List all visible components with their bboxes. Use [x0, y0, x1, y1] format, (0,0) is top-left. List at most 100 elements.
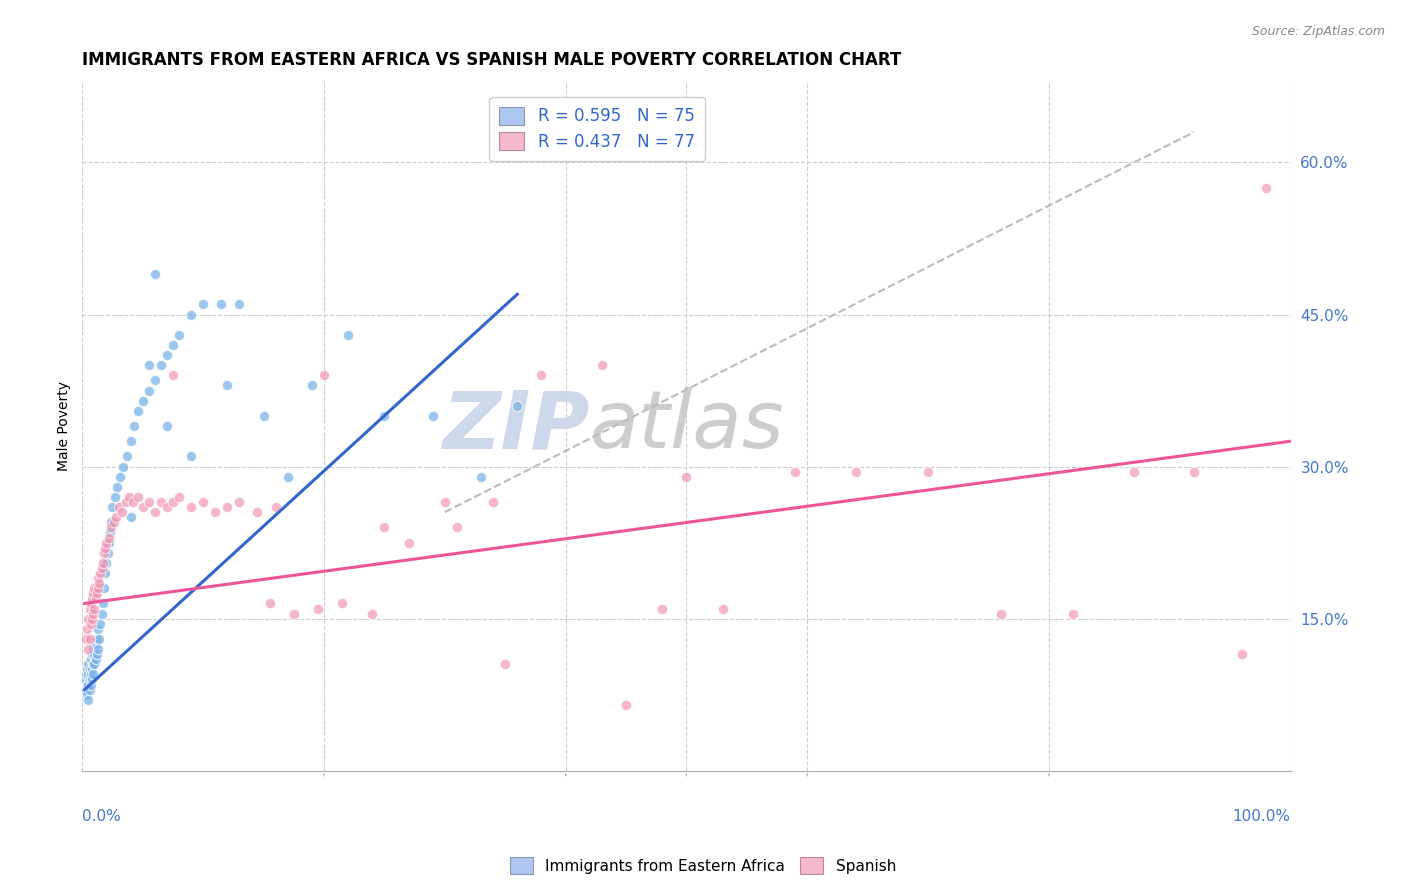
Point [398, 535, 420, 549]
Point [80, 662, 103, 676]
Point [76, 677, 98, 691]
Point [97, 535, 120, 549]
Point [82, 642, 104, 657]
Point [86, 586, 108, 600]
Point [77, 677, 100, 691]
Point [89, 576, 111, 591]
Point [94, 566, 117, 580]
Y-axis label: Male Poverty: Male Poverty [58, 381, 72, 471]
Point [90, 607, 112, 621]
Point [433, 495, 456, 509]
Point [91, 556, 114, 570]
Point [120, 510, 142, 524]
Point [470, 469, 492, 483]
Point [83, 647, 105, 661]
Point [138, 384, 160, 398]
Point [115, 450, 138, 464]
Point [118, 490, 141, 504]
Point [446, 520, 468, 534]
Point [89, 566, 111, 580]
Point [87, 642, 110, 657]
Point [86, 647, 108, 661]
Point [77, 657, 100, 672]
Point [143, 267, 166, 281]
Point [917, 465, 939, 479]
Point [143, 505, 166, 519]
Point [138, 358, 160, 372]
Point [97, 546, 120, 560]
Point [93, 581, 115, 595]
Point [180, 450, 202, 464]
Point [143, 373, 166, 387]
Point [156, 419, 179, 434]
Point [87, 622, 110, 636]
Point [591, 358, 613, 372]
Point [162, 338, 184, 352]
Point [1256, 181, 1278, 195]
Point [131, 500, 153, 515]
Point [87, 571, 110, 585]
Point [82, 667, 104, 681]
Point [156, 348, 179, 362]
Point [149, 358, 172, 372]
Point [167, 490, 190, 504]
Point [112, 459, 135, 474]
Text: atlas: atlas [589, 387, 785, 465]
Point [283, 607, 305, 621]
Point [127, 404, 149, 418]
Point [122, 495, 145, 509]
Point [301, 378, 323, 392]
Legend: R = 0.595   N = 75, R = 0.437   N = 77: R = 0.595 N = 75, R = 0.437 N = 77 [489, 96, 704, 161]
Point [120, 434, 142, 449]
Point [127, 490, 149, 504]
Point [80, 677, 103, 691]
Point [122, 419, 145, 434]
Point [97, 531, 120, 545]
Point [209, 297, 232, 311]
Point [307, 601, 329, 615]
Point [77, 667, 100, 681]
Point [131, 393, 153, 408]
Point [191, 297, 214, 311]
Point [77, 642, 100, 657]
Point [96, 556, 118, 570]
Point [80, 652, 103, 666]
Point [373, 520, 395, 534]
Point [1182, 465, 1205, 479]
Point [107, 500, 129, 515]
Point [228, 297, 250, 311]
Point [422, 409, 444, 423]
Point [76, 662, 98, 676]
Point [79, 601, 101, 615]
Point [162, 368, 184, 383]
Point [94, 541, 117, 555]
Point [76, 688, 98, 702]
Point [845, 465, 868, 479]
Point [108, 469, 131, 483]
Point [156, 500, 179, 515]
Point [93, 546, 115, 560]
Point [80, 616, 103, 631]
Legend: Immigrants from Eastern Africa, Spanish: Immigrants from Eastern Africa, Spanish [503, 851, 903, 880]
Point [80, 612, 103, 626]
Point [180, 500, 202, 515]
Point [330, 596, 353, 610]
Point [89, 616, 111, 631]
Text: IMMIGRANTS FROM EASTERN AFRICA VS SPANISH MALE POVERTY CORRELATION CHART: IMMIGRANTS FROM EASTERN AFRICA VS SPANIS… [83, 51, 901, 69]
Point [87, 581, 110, 595]
Text: Source: ZipAtlas.com: Source: ZipAtlas.com [1251, 25, 1385, 38]
Text: 100.0%: 100.0% [1233, 809, 1291, 823]
Point [83, 581, 105, 595]
Point [312, 368, 335, 383]
Point [373, 409, 395, 423]
Point [82, 607, 104, 621]
Point [506, 399, 529, 413]
Point [89, 632, 111, 646]
Point [77, 692, 100, 706]
Point [252, 409, 274, 423]
Point [494, 657, 516, 672]
Point [83, 657, 105, 672]
Point [114, 495, 136, 509]
Text: ZIP: ZIP [443, 387, 589, 465]
Point [1062, 607, 1084, 621]
